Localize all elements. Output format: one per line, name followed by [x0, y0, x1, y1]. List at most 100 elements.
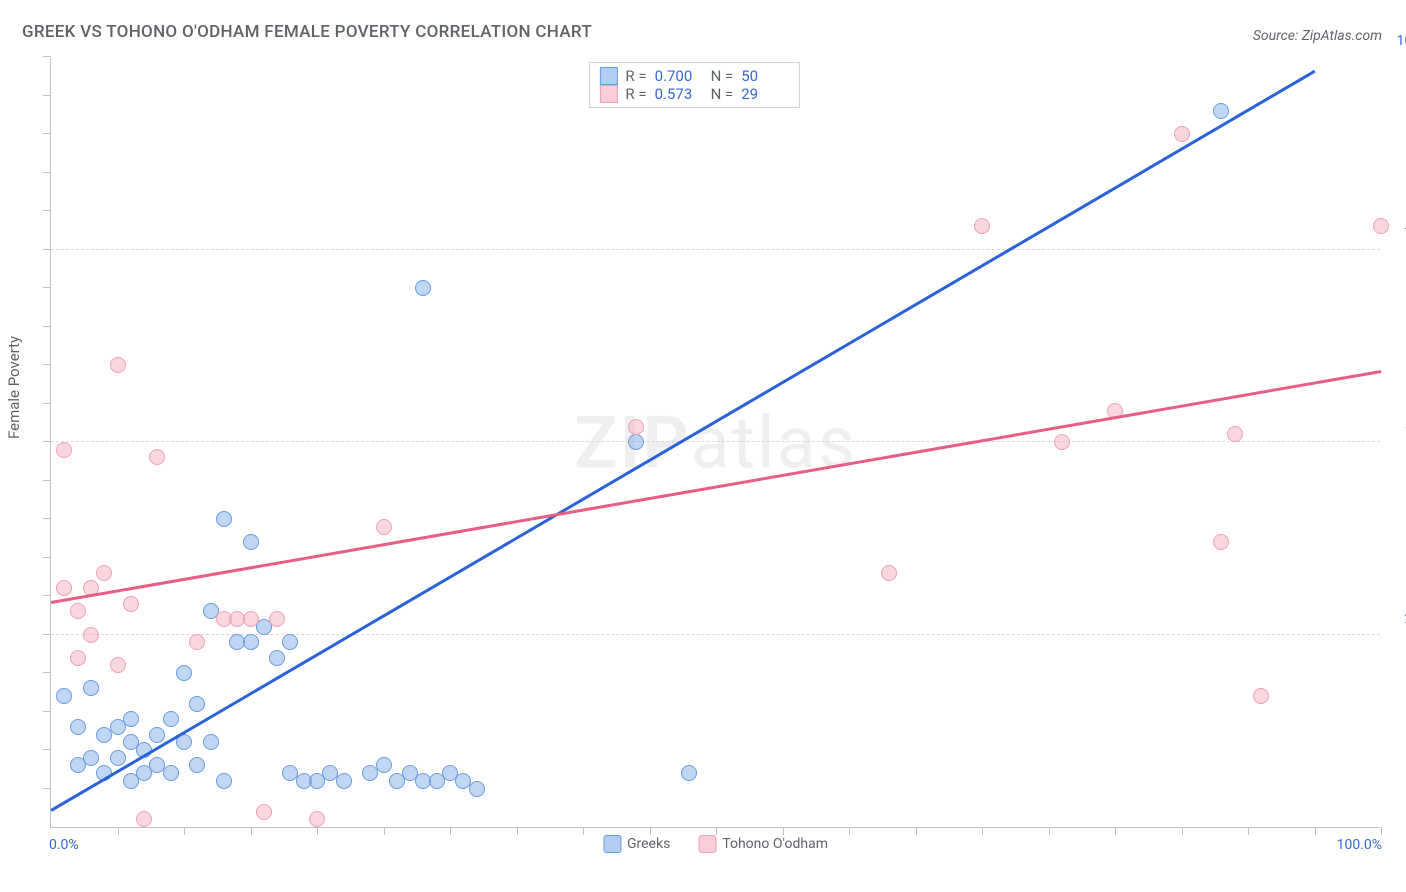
y-tick — [43, 595, 51, 596]
x-tick — [849, 827, 850, 835]
y-tick — [43, 518, 51, 519]
data-point — [256, 804, 272, 820]
data-point — [681, 765, 697, 781]
r-label: R = — [625, 67, 646, 85]
r-label: R = — [625, 85, 646, 103]
source-attribution: Source: ZipAtlas.com — [1253, 28, 1382, 44]
data-point — [974, 218, 990, 234]
r-value: 0.573 — [655, 85, 703, 103]
legend-label: Tohono O'odham — [722, 836, 828, 852]
correlation-stats-box: R =0.700N =50R =0.573N =29 — [588, 62, 800, 108]
data-point — [176, 665, 192, 681]
y-tick — [43, 364, 51, 365]
data-point — [1253, 688, 1269, 704]
y-tick-label: 100.0% — [1397, 33, 1406, 49]
x-tick — [184, 827, 185, 835]
x-tick — [1248, 827, 1249, 835]
x-tick — [317, 827, 318, 835]
gridline — [51, 249, 1380, 250]
gridline — [51, 441, 1380, 442]
data-point — [163, 765, 179, 781]
legend-swatch — [603, 835, 621, 853]
data-point — [123, 596, 139, 612]
y-tick — [43, 95, 51, 96]
data-point — [83, 750, 99, 766]
x-tick — [1315, 827, 1316, 835]
y-tick — [43, 788, 51, 789]
data-point — [203, 734, 219, 750]
x-tick — [251, 827, 252, 835]
x-tick — [1049, 827, 1050, 835]
data-point — [376, 757, 392, 773]
x-tick — [118, 827, 119, 835]
data-point — [83, 627, 99, 643]
x-axis-min-label: 0.0% — [49, 837, 79, 853]
legend-item: Greeks — [603, 835, 670, 853]
data-point — [70, 603, 86, 619]
data-point — [269, 650, 285, 666]
x-tick — [982, 827, 983, 835]
n-label: N = — [711, 67, 734, 85]
x-tick — [1182, 827, 1183, 835]
n-label: N = — [711, 85, 734, 103]
stats-swatch — [599, 85, 617, 103]
data-point — [163, 711, 179, 727]
data-point — [56, 442, 72, 458]
data-point — [1213, 534, 1229, 550]
data-point — [1227, 426, 1243, 442]
stats-row: R = 0.573 N = 29 — [599, 85, 789, 103]
n-value: 29 — [741, 85, 789, 103]
legend-bottom: Greeks Tohono O'odham — [603, 835, 828, 853]
trend-line — [51, 370, 1381, 603]
data-point — [628, 419, 644, 435]
x-axis-max-label: 100.0% — [1337, 837, 1382, 853]
data-point — [123, 711, 139, 727]
x-tick — [583, 827, 584, 835]
data-point — [881, 565, 897, 581]
data-point — [336, 773, 352, 789]
r-value: 0.700 — [655, 67, 703, 85]
y-tick — [43, 326, 51, 327]
y-tick — [43, 441, 51, 442]
data-point — [1174, 126, 1190, 142]
data-point — [1213, 103, 1229, 119]
data-point — [70, 650, 86, 666]
data-point — [269, 611, 285, 627]
y-tick — [43, 749, 51, 750]
data-point — [189, 757, 205, 773]
data-point — [149, 727, 165, 743]
x-tick — [1381, 827, 1382, 835]
data-point — [1054, 434, 1070, 450]
chart-title: GREEK VS TOHONO O'ODHAM FEMALE POVERTY C… — [22, 22, 592, 42]
data-point — [243, 634, 259, 650]
data-point — [309, 811, 325, 827]
y-tick — [43, 557, 51, 558]
y-tick — [43, 711, 51, 712]
data-point — [469, 781, 485, 797]
watermark-text: ZIPatlas — [574, 400, 857, 485]
data-point — [243, 534, 259, 550]
y-tick — [43, 210, 51, 211]
x-tick — [716, 827, 717, 835]
x-tick — [450, 827, 451, 835]
y-tick — [43, 480, 51, 481]
x-tick — [384, 827, 385, 835]
data-point — [56, 580, 72, 596]
legend-label: Greeks — [627, 836, 670, 852]
stats-row: R =0.700N =50 — [599, 67, 789, 85]
legend-item: Tohono O'odham — [698, 835, 828, 853]
data-point — [56, 688, 72, 704]
data-point — [136, 811, 152, 827]
data-point — [415, 280, 431, 296]
data-point — [282, 634, 298, 650]
y-tick — [43, 403, 51, 404]
y-tick — [43, 672, 51, 673]
x-tick — [1115, 827, 1116, 835]
data-point — [110, 357, 126, 373]
x-tick — [783, 827, 784, 835]
y-axis-label: Female Poverty — [5, 336, 23, 439]
legend-swatch — [698, 835, 716, 853]
data-point — [110, 750, 126, 766]
data-point — [1373, 218, 1389, 234]
data-point — [189, 634, 205, 650]
